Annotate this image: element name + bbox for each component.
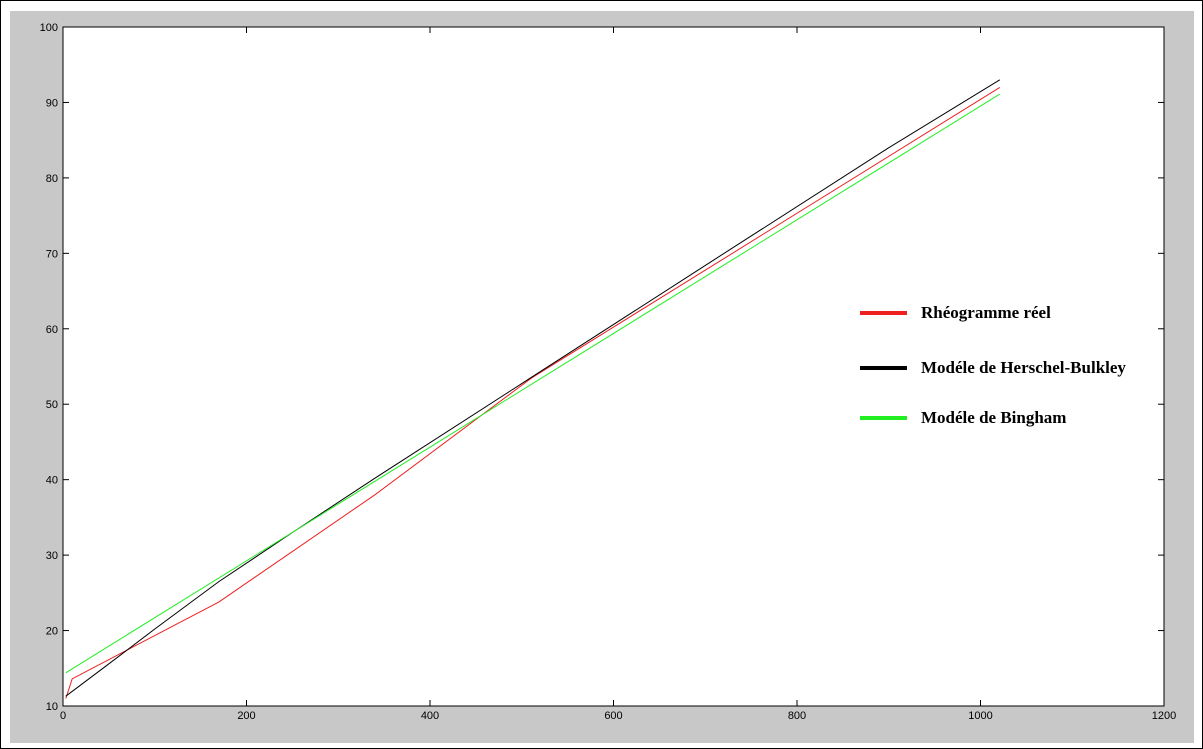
series-line	[65, 86, 1001, 699]
y-tick-label: 30	[46, 550, 58, 562]
x-tick-label: 400	[421, 710, 439, 722]
y-tick-label: 90	[46, 97, 58, 109]
x-tick-label: 200	[237, 710, 255, 722]
series-lines	[65, 79, 1001, 699]
x-tick-label: 1200	[1152, 710, 1176, 722]
y-tick-label: 100	[40, 22, 58, 34]
legend-label: Modéle de Herschel-Bulkley	[921, 358, 1126, 377]
series-line	[65, 79, 1001, 697]
axis-ticks: 0 200 400 600 800 1000 1200 10 20 30 40 50 60 70 80 90 1…	[40, 22, 1177, 722]
legend: Rhéogramme réel Modéle de Herschel-Bulkle…	[860, 303, 1126, 427]
y-tick-label: 10	[46, 701, 58, 713]
x-tick-label: 800	[788, 710, 806, 722]
series-line	[65, 93, 1001, 674]
y-tick-label: 80	[46, 173, 58, 185]
y-tick-label: 60	[46, 324, 58, 336]
y-tick-label: 20	[46, 626, 58, 638]
legend-label: Rhéogramme réel	[921, 303, 1051, 322]
y-tick-label: 50	[46, 399, 58, 411]
x-tick-label: 600	[604, 710, 622, 722]
plot-area	[62, 26, 1165, 707]
y-tick-label: 70	[46, 248, 58, 260]
y-tick-label: 40	[46, 475, 58, 487]
legend-label: Modéle de Bingham	[921, 408, 1066, 427]
x-tick-label: 1000	[968, 710, 992, 722]
x-tick-label: 0	[60, 710, 66, 722]
